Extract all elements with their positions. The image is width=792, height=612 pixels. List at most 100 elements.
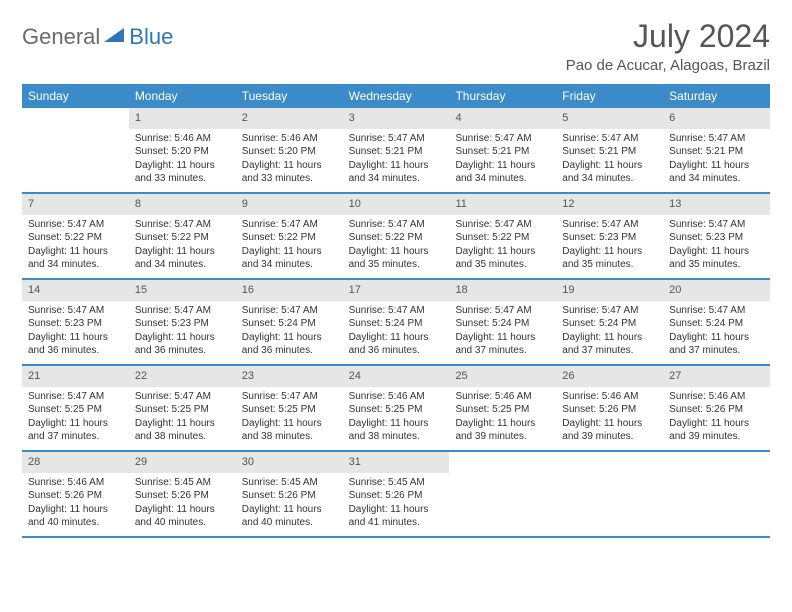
sunrise-text: Sunrise: 5:47 AM [562,218,657,232]
day-cell [663,452,770,536]
day-cell: 23Sunrise: 5:47 AMSunset: 5:25 PMDayligh… [236,366,343,450]
day-header-row: SundayMondayTuesdayWednesdayThursdayFrid… [22,84,770,108]
logo-text-blue: Blue [129,24,173,50]
daylight-text: Daylight: 11 hours and 34 minutes. [455,159,550,186]
day-body: Sunrise: 5:47 AMSunset: 5:21 PMDaylight:… [449,129,556,192]
sunrise-text: Sunrise: 5:46 AM [669,390,764,404]
sunrise-text: Sunrise: 5:47 AM [455,304,550,318]
day-number: 19 [556,280,663,301]
daylight-text: Daylight: 11 hours and 34 minutes. [135,245,230,272]
day-number: 14 [22,280,129,301]
day-number: 7 [22,194,129,215]
day-number: 25 [449,366,556,387]
week-row: 7Sunrise: 5:47 AMSunset: 5:22 PMDaylight… [22,194,770,280]
day-number: 3 [343,108,450,129]
sunrise-text: Sunrise: 5:47 AM [455,218,550,232]
day-body: Sunrise: 5:46 AMSunset: 5:26 PMDaylight:… [663,387,770,450]
day-cell: 3Sunrise: 5:47 AMSunset: 5:21 PMDaylight… [343,108,450,192]
weeks-container: 1Sunrise: 5:46 AMSunset: 5:20 PMDaylight… [22,108,770,538]
day-body: Sunrise: 5:47 AMSunset: 5:23 PMDaylight:… [22,301,129,364]
day-number: 24 [343,366,450,387]
week-row: 14Sunrise: 5:47 AMSunset: 5:23 PMDayligh… [22,280,770,366]
sunrise-text: Sunrise: 5:47 AM [135,304,230,318]
day-number: 30 [236,452,343,473]
daylight-text: Daylight: 11 hours and 39 minutes. [455,417,550,444]
daylight-text: Daylight: 11 hours and 39 minutes. [669,417,764,444]
sunset-text: Sunset: 5:26 PM [349,489,444,503]
day-cell: 24Sunrise: 5:46 AMSunset: 5:25 PMDayligh… [343,366,450,450]
day-body: Sunrise: 5:46 AMSunset: 5:20 PMDaylight:… [236,129,343,192]
day-number: 16 [236,280,343,301]
day-body: Sunrise: 5:47 AMSunset: 5:21 PMDaylight:… [556,129,663,192]
day-body: Sunrise: 5:47 AMSunset: 5:24 PMDaylight:… [449,301,556,364]
title-block: July 2024 Pao de Acucar, Alagoas, Brazil [566,18,770,74]
sunrise-text: Sunrise: 5:47 AM [562,304,657,318]
daylight-text: Daylight: 11 hours and 41 minutes. [349,503,444,530]
day-number: 1 [129,108,236,129]
header: General Blue July 2024 Pao de Acucar, Al… [22,18,770,74]
day-cell [22,108,129,192]
day-number: 22 [129,366,236,387]
daylight-text: Daylight: 11 hours and 37 minutes. [562,331,657,358]
sunset-text: Sunset: 5:22 PM [242,231,337,245]
sunrise-text: Sunrise: 5:47 AM [669,132,764,146]
week-row: 28Sunrise: 5:46 AMSunset: 5:26 PMDayligh… [22,452,770,538]
day-cell: 9Sunrise: 5:47 AMSunset: 5:22 PMDaylight… [236,194,343,278]
day-number: 5 [556,108,663,129]
logo-triangle-icon [104,26,126,49]
sunset-text: Sunset: 5:21 PM [349,145,444,159]
day-body: Sunrise: 5:45 AMSunset: 5:26 PMDaylight:… [129,473,236,536]
sunrise-text: Sunrise: 5:47 AM [242,390,337,404]
day-body: Sunrise: 5:45 AMSunset: 5:26 PMDaylight:… [343,473,450,536]
day-cell: 17Sunrise: 5:47 AMSunset: 5:24 PMDayligh… [343,280,450,364]
sunset-text: Sunset: 5:22 PM [455,231,550,245]
sunrise-text: Sunrise: 5:46 AM [242,132,337,146]
day-body: Sunrise: 5:46 AMSunset: 5:20 PMDaylight:… [129,129,236,192]
sunset-text: Sunset: 5:26 PM [562,403,657,417]
day-body: Sunrise: 5:47 AMSunset: 5:22 PMDaylight:… [22,215,129,278]
day-header-saturday: Saturday [663,84,770,108]
day-cell: 19Sunrise: 5:47 AMSunset: 5:24 PMDayligh… [556,280,663,364]
daylight-text: Daylight: 11 hours and 33 minutes. [242,159,337,186]
day-number: 13 [663,194,770,215]
day-number: 6 [663,108,770,129]
day-body: Sunrise: 5:47 AMSunset: 5:24 PMDaylight:… [556,301,663,364]
sunset-text: Sunset: 5:22 PM [28,231,123,245]
day-body: Sunrise: 5:47 AMSunset: 5:22 PMDaylight:… [449,215,556,278]
sunrise-text: Sunrise: 5:47 AM [28,304,123,318]
day-cell: 28Sunrise: 5:46 AMSunset: 5:26 PMDayligh… [22,452,129,536]
sunset-text: Sunset: 5:22 PM [349,231,444,245]
day-cell [556,452,663,536]
sunrise-text: Sunrise: 5:47 AM [242,218,337,232]
sunrise-text: Sunrise: 5:47 AM [455,132,550,146]
day-cell: 22Sunrise: 5:47 AMSunset: 5:25 PMDayligh… [129,366,236,450]
sunset-text: Sunset: 5:25 PM [242,403,337,417]
day-body: Sunrise: 5:46 AMSunset: 5:26 PMDaylight:… [22,473,129,536]
day-cell: 6Sunrise: 5:47 AMSunset: 5:21 PMDaylight… [663,108,770,192]
sunset-text: Sunset: 5:26 PM [242,489,337,503]
daylight-text: Daylight: 11 hours and 34 minutes. [242,245,337,272]
daylight-text: Daylight: 11 hours and 38 minutes. [135,417,230,444]
sunset-text: Sunset: 5:21 PM [455,145,550,159]
day-header-sunday: Sunday [22,84,129,108]
daylight-text: Daylight: 11 hours and 37 minutes. [669,331,764,358]
day-number: 11 [449,194,556,215]
day-body: Sunrise: 5:47 AMSunset: 5:24 PMDaylight:… [343,301,450,364]
day-cell: 7Sunrise: 5:47 AMSunset: 5:22 PMDaylight… [22,194,129,278]
day-number: 20 [663,280,770,301]
sunrise-text: Sunrise: 5:47 AM [349,218,444,232]
day-cell: 21Sunrise: 5:47 AMSunset: 5:25 PMDayligh… [22,366,129,450]
daylight-text: Daylight: 11 hours and 36 minutes. [349,331,444,358]
sunrise-text: Sunrise: 5:47 AM [349,132,444,146]
day-body: Sunrise: 5:47 AMSunset: 5:22 PMDaylight:… [236,215,343,278]
sunset-text: Sunset: 5:20 PM [135,145,230,159]
day-body: Sunrise: 5:46 AMSunset: 5:25 PMDaylight:… [343,387,450,450]
sunset-text: Sunset: 5:24 PM [669,317,764,331]
daylight-text: Daylight: 11 hours and 34 minutes. [562,159,657,186]
day-cell: 8Sunrise: 5:47 AMSunset: 5:22 PMDaylight… [129,194,236,278]
day-number: 31 [343,452,450,473]
sunrise-text: Sunrise: 5:47 AM [28,218,123,232]
sunrise-text: Sunrise: 5:47 AM [242,304,337,318]
sunrise-text: Sunrise: 5:47 AM [349,304,444,318]
logo-text-general: General [22,24,100,50]
